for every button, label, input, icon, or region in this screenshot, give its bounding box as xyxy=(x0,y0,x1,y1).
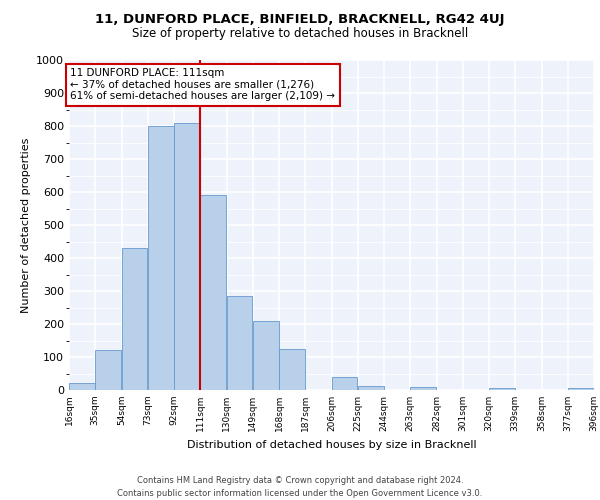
Bar xyxy=(69,384,95,390)
Bar xyxy=(95,350,121,390)
Bar xyxy=(331,378,358,390)
X-axis label: Distribution of detached houses by size in Bracknell: Distribution of detached houses by size … xyxy=(187,440,476,450)
Y-axis label: Number of detached properties: Number of detached properties xyxy=(20,138,31,312)
Bar xyxy=(200,196,226,390)
Bar xyxy=(253,320,278,390)
Bar xyxy=(489,388,515,390)
Text: 11 DUNFORD PLACE: 111sqm
← 37% of detached houses are smaller (1,276)
61% of sem: 11 DUNFORD PLACE: 111sqm ← 37% of detach… xyxy=(70,68,335,102)
Bar xyxy=(279,349,305,390)
Text: 11, DUNFORD PLACE, BINFIELD, BRACKNELL, RG42 4UJ: 11, DUNFORD PLACE, BINFIELD, BRACKNELL, … xyxy=(95,12,505,26)
Bar xyxy=(358,386,383,390)
Bar xyxy=(121,248,148,390)
Bar xyxy=(174,122,200,390)
Bar xyxy=(410,388,436,390)
Text: Contains HM Land Registry data © Crown copyright and database right 2024.
Contai: Contains HM Land Registry data © Crown c… xyxy=(118,476,482,498)
Bar xyxy=(568,388,593,390)
Text: Size of property relative to detached houses in Bracknell: Size of property relative to detached ho… xyxy=(132,28,468,40)
Bar xyxy=(227,296,253,390)
Bar xyxy=(148,126,173,390)
